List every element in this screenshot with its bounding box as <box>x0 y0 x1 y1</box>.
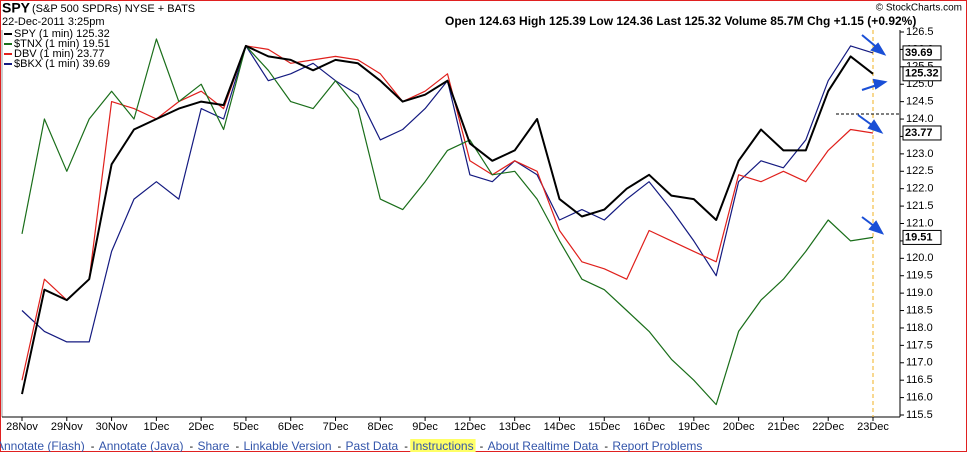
end-label: 125.32 <box>905 68 939 80</box>
x-tick-label: 5Dec <box>233 421 259 433</box>
y-tick-label: 116.5 <box>906 374 933 386</box>
x-tick-label: 15Dec <box>588 421 620 433</box>
link[interactable]: Linkable Version <box>243 439 331 452</box>
link[interactable]: Annotate (Flash) <box>0 439 85 452</box>
end-label: 23.77 <box>905 127 933 139</box>
link[interactable]: About Realtime Data <box>488 439 599 452</box>
x-tick-label: 29Nov <box>51 421 83 433</box>
y-tick-label: 122.0 <box>906 183 934 195</box>
link[interactable]: Instructions <box>412 439 473 452</box>
end-label-box <box>902 125 942 141</box>
end-label: 19.51 <box>905 231 933 243</box>
x-tick-label: 16Dec <box>633 421 665 433</box>
x-tick-label: 7Dec <box>323 421 349 433</box>
link-sep: - <box>480 441 484 452</box>
x-tick-label: 8Dec <box>367 421 393 433</box>
y-tick-label: 121.0 <box>906 217 934 229</box>
x-tick-label: 14Dec <box>544 421 576 433</box>
y-tick-label: 121.5 <box>906 200 934 212</box>
symbol-name: (S&P 500 SPDRs) NYSE + BATS <box>32 3 195 15</box>
x-tick-label: 12Dec <box>454 421 486 433</box>
y-tick-label: 119.0 <box>906 287 933 299</box>
end-label-box <box>902 229 942 245</box>
copyright: © StockCharts.com <box>876 3 962 14</box>
series-line <box>21 38 874 406</box>
x-tick-label: 28Nov <box>6 421 38 433</box>
link[interactable]: Annotate (Java) <box>99 439 184 452</box>
x-tick-label: 21Dec <box>768 421 800 433</box>
series-line <box>21 45 874 381</box>
y-tick-label: 119.5 <box>906 270 933 282</box>
link[interactable]: Report Problems <box>612 439 702 452</box>
y-tick-label: 124.0 <box>906 113 934 125</box>
legend-label: DBV (1 min) 23.77 <box>14 48 104 60</box>
legend-label: $TNX (1 min) 19.51 <box>14 38 110 50</box>
x-tick-label: 13Dec <box>499 421 531 433</box>
series-line <box>21 44 874 395</box>
end-label: 39.69 <box>905 47 933 59</box>
link-sep: - <box>189 441 193 452</box>
quote: Open 124.63 High 125.39 Low 124.36 Last … <box>445 14 916 28</box>
x-tick-label: 30Nov <box>96 421 128 433</box>
y-tick-label: 115.5 <box>906 409 933 421</box>
x-tick-label: 9Dec <box>412 421 438 433</box>
timestamp: 22-Dec-2011 3:25pm <box>2 16 105 28</box>
link-sep: - <box>404 441 408 452</box>
y-tick-label: 120.0 <box>906 252 934 264</box>
plot <box>21 38 874 406</box>
link[interactable]: Share <box>197 439 229 452</box>
x-tick-label: 1Dec <box>144 421 170 433</box>
x-tick-label: 19Dec <box>678 421 710 433</box>
y-tick-label: 126.5 <box>906 26 934 38</box>
series-line <box>21 45 874 343</box>
x-tick-label: 20Dec <box>723 421 755 433</box>
y-tick-label: 117.0 <box>906 357 933 369</box>
link-sep: - <box>91 441 95 452</box>
legend-label: $BKX (1 min) 39.69 <box>14 58 110 70</box>
x-tick-label: 23Dec <box>857 421 889 433</box>
link-sep: - <box>604 441 608 452</box>
y-tick-label: 122.5 <box>906 165 934 177</box>
legend-label: SPY (1 min) 125.32 <box>14 28 110 40</box>
y-tick-label: 116.0 <box>906 391 933 403</box>
x-tick-label: 6Dec <box>278 421 304 433</box>
link-sep: - <box>338 441 342 452</box>
y-tick-label: 123.0 <box>906 148 934 160</box>
link[interactable]: Past Data <box>346 439 399 452</box>
link-highlight <box>410 439 476 452</box>
x-tick-label: 22Dec <box>812 421 844 433</box>
end-label-box <box>902 45 942 61</box>
x-tick-label: 2Dec <box>188 421 214 433</box>
y-tick-label: 118.5 <box>906 304 933 316</box>
link-sep: - <box>235 441 239 452</box>
y-tick-label: 117.5 <box>906 339 933 351</box>
arrows <box>857 34 888 235</box>
y-tick-label: 124.5 <box>906 96 934 108</box>
y-tick-label: 118.0 <box>906 322 933 334</box>
link-bar: Annotate (Flash) - Annotate (Java) - Share - L… <box>0 439 702 452</box>
end-label-box <box>902 66 942 82</box>
symbol: SPY <box>2 0 31 16</box>
